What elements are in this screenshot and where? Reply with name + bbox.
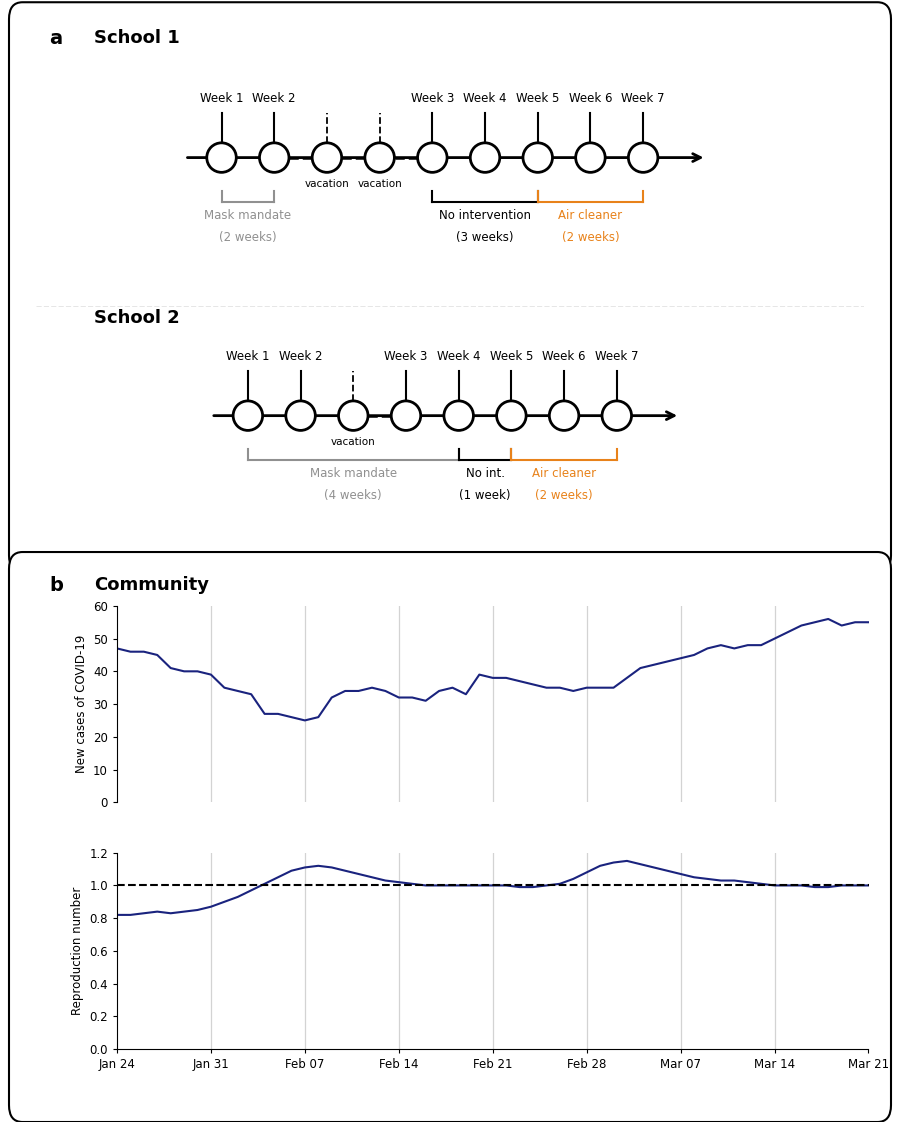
Text: Week 2: Week 2 (279, 350, 322, 362)
Text: (2 weeks): (2 weeks) (562, 231, 619, 245)
Text: (2 weeks): (2 weeks) (536, 489, 593, 503)
Circle shape (312, 142, 342, 173)
Circle shape (418, 142, 447, 173)
Circle shape (338, 401, 368, 431)
Text: b: b (50, 576, 63, 595)
Text: Air cleaner: Air cleaner (558, 209, 623, 222)
Text: No int.: No int. (465, 467, 505, 480)
Circle shape (392, 401, 420, 431)
Text: No intervention: No intervention (439, 209, 531, 222)
Text: Week 3: Week 3 (384, 350, 428, 362)
Text: (2 weeks): (2 weeks) (219, 231, 276, 245)
Circle shape (286, 401, 315, 431)
Text: Week 1: Week 1 (200, 92, 243, 104)
Text: Week 4: Week 4 (436, 350, 481, 362)
Y-axis label: New cases of COVID-19: New cases of COVID-19 (75, 635, 87, 773)
FancyBboxPatch shape (9, 2, 891, 572)
Text: Week 2: Week 2 (253, 92, 296, 104)
Text: Week 6: Week 6 (543, 350, 586, 362)
Circle shape (233, 401, 263, 431)
Y-axis label: Reproduction number: Reproduction number (71, 886, 84, 1015)
Circle shape (259, 142, 289, 173)
Text: vacation: vacation (357, 178, 402, 188)
Text: School 1: School 1 (94, 29, 180, 47)
Circle shape (602, 401, 632, 431)
Circle shape (628, 142, 658, 173)
Text: School 2: School 2 (94, 309, 180, 327)
Text: Mask mandate: Mask mandate (310, 467, 397, 480)
Circle shape (207, 142, 237, 173)
Text: Mask mandate: Mask mandate (204, 209, 292, 222)
Text: Week 7: Week 7 (595, 350, 638, 362)
Circle shape (364, 142, 394, 173)
Text: vacation: vacation (331, 436, 375, 447)
Text: Air cleaner: Air cleaner (532, 467, 596, 480)
Text: (4 weeks): (4 weeks) (325, 489, 382, 503)
Text: Week 5: Week 5 (516, 92, 560, 104)
FancyBboxPatch shape (9, 552, 891, 1122)
Circle shape (444, 401, 473, 431)
Text: Week 7: Week 7 (621, 92, 665, 104)
Text: Week 3: Week 3 (410, 92, 454, 104)
Text: Week 1: Week 1 (226, 350, 270, 362)
Circle shape (471, 142, 500, 173)
Text: (1 week): (1 week) (459, 489, 511, 503)
Text: vacation: vacation (304, 178, 349, 188)
Circle shape (523, 142, 553, 173)
Text: Community: Community (94, 576, 210, 594)
Text: Week 5: Week 5 (490, 350, 533, 362)
Text: Week 4: Week 4 (464, 92, 507, 104)
Text: (3 weeks): (3 weeks) (456, 231, 514, 245)
Text: Week 6: Week 6 (569, 92, 612, 104)
Text: a: a (50, 29, 63, 48)
Circle shape (497, 401, 526, 431)
Circle shape (576, 142, 605, 173)
Circle shape (549, 401, 579, 431)
